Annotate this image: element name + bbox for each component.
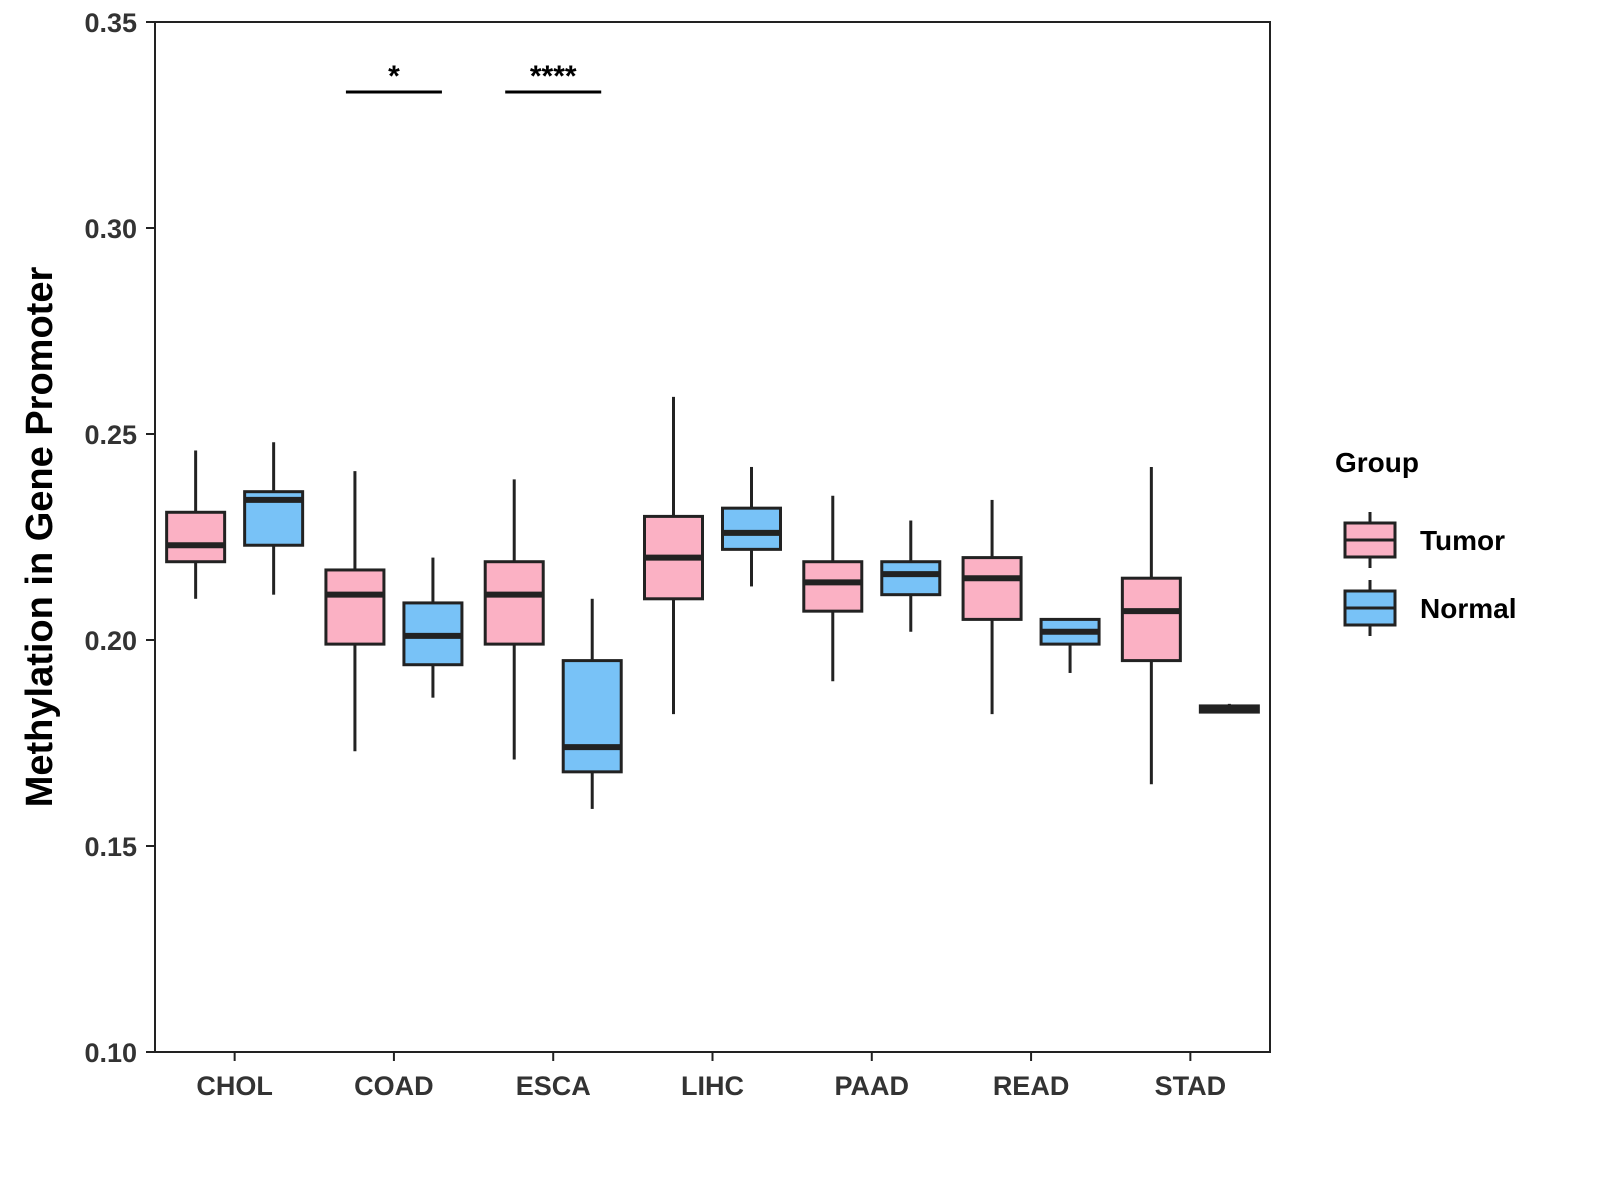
legend-label-normal: Normal (1420, 593, 1516, 624)
significance-label: * (388, 60, 400, 93)
x-tick-label: PAAD (835, 1071, 910, 1101)
significance-annotations: * **** (345, 60, 602, 94)
box-iqr (880, 560, 942, 597)
x-tick-label: COAD (354, 1071, 434, 1101)
box-iqr (324, 568, 386, 646)
x-tick-label: LIHC (681, 1071, 744, 1101)
box-normal-paad (880, 520, 942, 632)
y-tick-label: 0.25 (84, 420, 137, 450)
box-normal-coad (402, 557, 464, 698)
legend: Group Tumor Normal (1335, 447, 1516, 636)
box-tumor-esca (483, 479, 545, 760)
box-iqr (721, 506, 782, 551)
legend-label-tumor: Tumor (1420, 525, 1505, 556)
box-iqr (561, 659, 623, 774)
box-tumor-lihc (643, 396, 704, 715)
y-tick-label: 0.20 (84, 626, 137, 656)
box-normal-esca (561, 598, 623, 809)
y-axis: 0.10 0.15 0.20 0.25 0.30 0.35 (84, 8, 155, 1068)
legend-key-normal (1343, 580, 1397, 636)
box-normal-read (1039, 617, 1101, 673)
x-axis: CHOL COAD ESCA LIHC PAAD READ STAD (196, 1052, 1226, 1101)
box-iqr (1120, 576, 1182, 663)
box-normal-chol (243, 442, 305, 595)
y-axis-title: Methylation in Gene Promoter (19, 267, 61, 808)
y-tick-label: 0.35 (84, 8, 137, 38)
significance-label: **** (530, 60, 577, 93)
legend-key-tumor (1343, 512, 1397, 568)
box-normal-lihc (721, 466, 782, 587)
x-tick-label: CHOL (196, 1071, 273, 1101)
box-iqr (961, 556, 1023, 621)
box-group (165, 396, 1260, 809)
legend-title: Group (1335, 447, 1419, 478)
x-tick-label: STAD (1155, 1071, 1227, 1101)
x-tick-label: READ (993, 1071, 1070, 1101)
box-tumor-coad (324, 471, 386, 752)
box-tumor-read (961, 499, 1023, 715)
y-tick-label: 0.10 (84, 1038, 137, 1068)
y-tick-label: 0.15 (84, 832, 137, 862)
box-iqr (483, 560, 545, 646)
box-tumor-chol (165, 450, 227, 599)
box-tumor-paad (802, 495, 864, 682)
box-iqr (802, 560, 864, 613)
x-tick-label: ESCA (516, 1071, 591, 1101)
box-iqr (165, 510, 227, 564)
box-tumor-stad (1120, 466, 1182, 785)
box-normal-stad (1198, 703, 1260, 714)
y-tick-label: 0.30 (84, 214, 137, 244)
plot-panel (154, 21, 1271, 1053)
